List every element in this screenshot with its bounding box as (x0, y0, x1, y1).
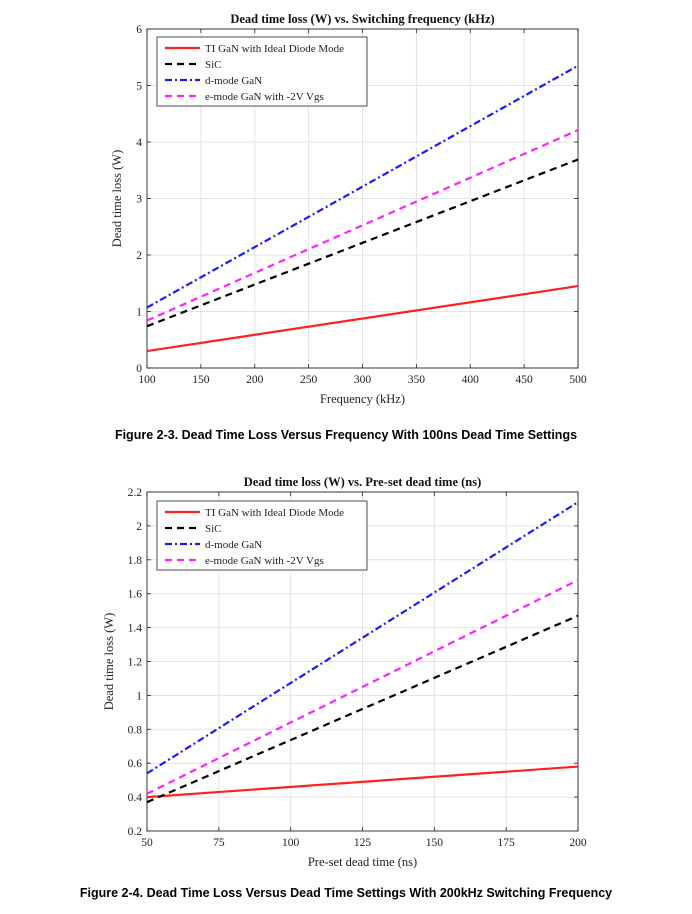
series-line-1 (146, 284, 579, 353)
y-tick-label: 4 (136, 137, 142, 149)
x-tick-label: 125 (354, 837, 372, 849)
figure-caption-2-4: Figure 2-4. Dead Time Loss Versus Dead T… (79, 886, 613, 900)
chart-2: 50 75 100 125 150 175 200 0.2 0.4 0.6 0.8 1 1.2 1.4 1.… (102, 475, 587, 869)
legend-label-3: d-mode GaN (205, 75, 262, 87)
y-tick-label: 0.6 (128, 758, 143, 770)
legend-label-1: TI GaN with Ideal Diode Mode (205, 43, 344, 55)
y-tick-label: 0.2 (128, 826, 143, 838)
x-tick-label: 100 (138, 374, 156, 386)
series-line-1 (146, 765, 579, 799)
figure-caption-2-3: Figure 2-3. Dead Time Loss Versus Freque… (114, 428, 578, 442)
x-tick-label: 50 (141, 837, 153, 849)
legend: TI GaN with Ideal Diode Mode SiC d-mode Ga… (156, 36, 368, 107)
y-tick-label: 0 (136, 363, 142, 375)
series-line-3 (146, 64, 579, 309)
chart-title-frequency: Dead time loss (W) vs. Switching frequen… (230, 12, 494, 26)
x-tick-label: 175 (498, 837, 516, 849)
y-tick-label: 1.2 (128, 657, 143, 669)
y-tick-label: 5 (136, 81, 142, 93)
y-tick-label: 3 (136, 194, 142, 206)
chart-1: 100 150 200 250 300 350 400 450 500 0 1 2 3 4 5 6 Dead t… (110, 12, 587, 406)
series-line-4 (146, 129, 579, 322)
y-axis-label: Dead time loss (W) (110, 150, 124, 248)
x-axis-label: Frequency (kHz) (320, 392, 405, 406)
y-tick-label: 1 (136, 307, 142, 319)
x-tick-label: 300 (354, 374, 372, 386)
legend: TI GaN with Ideal Diode Mode SiC d-mode Ga… (156, 500, 368, 571)
y-tick-label: 1.4 (128, 623, 143, 635)
series-line-2 (146, 614, 579, 804)
y-tick-label: 2 (136, 521, 142, 533)
x-tick-label: 350 (408, 374, 426, 386)
chart-title-deadtime: Dead time loss (W) vs. Pre-set dead time… (244, 475, 482, 489)
legend-label-1: TI GaN with Ideal Diode Mode (205, 507, 344, 519)
x-tick-label: 200 (569, 837, 587, 849)
y-tick-label: 1 (136, 690, 142, 702)
legend-label-3: d-mode GaN (205, 539, 262, 551)
x-tick-label: 100 (282, 837, 300, 849)
y-tick-label: 2.2 (128, 487, 143, 499)
x-tick-label: 75 (213, 837, 225, 849)
legend-label-4: e-mode GaN with -2V Vgs (205, 555, 324, 567)
x-tick-label: 150 (426, 837, 444, 849)
x-tick-label: 400 (462, 374, 480, 386)
x-tick-label: 500 (569, 374, 587, 386)
x-axis-label: Pre-set dead time (ns) (308, 855, 417, 869)
legend-label-2: SiC (205, 523, 222, 535)
x-tick-label: 250 (300, 374, 318, 386)
series-line-3 (146, 501, 579, 775)
series-line-4 (146, 579, 579, 795)
axes-box (146, 28, 579, 369)
y-axis-label: Dead time loss (W) (102, 613, 116, 711)
x-tick-label: 200 (246, 374, 264, 386)
x-tick-label: 150 (192, 374, 210, 386)
y-tick-label: 6 (136, 24, 142, 36)
y-tick-label: 2 (136, 250, 142, 262)
x-tick-label: 450 (516, 374, 534, 386)
axes-box (146, 491, 579, 832)
y-tick-label: 0.4 (128, 792, 143, 804)
y-tick-label: 0.8 (128, 724, 143, 736)
y-tick-label: 1.8 (128, 555, 143, 567)
series-line-2 (146, 158, 579, 328)
y-tick-label: 1.6 (128, 589, 143, 601)
legend-label-4: e-mode GaN with -2V Vgs (205, 91, 324, 103)
legend-label-2: SiC (205, 59, 222, 71)
